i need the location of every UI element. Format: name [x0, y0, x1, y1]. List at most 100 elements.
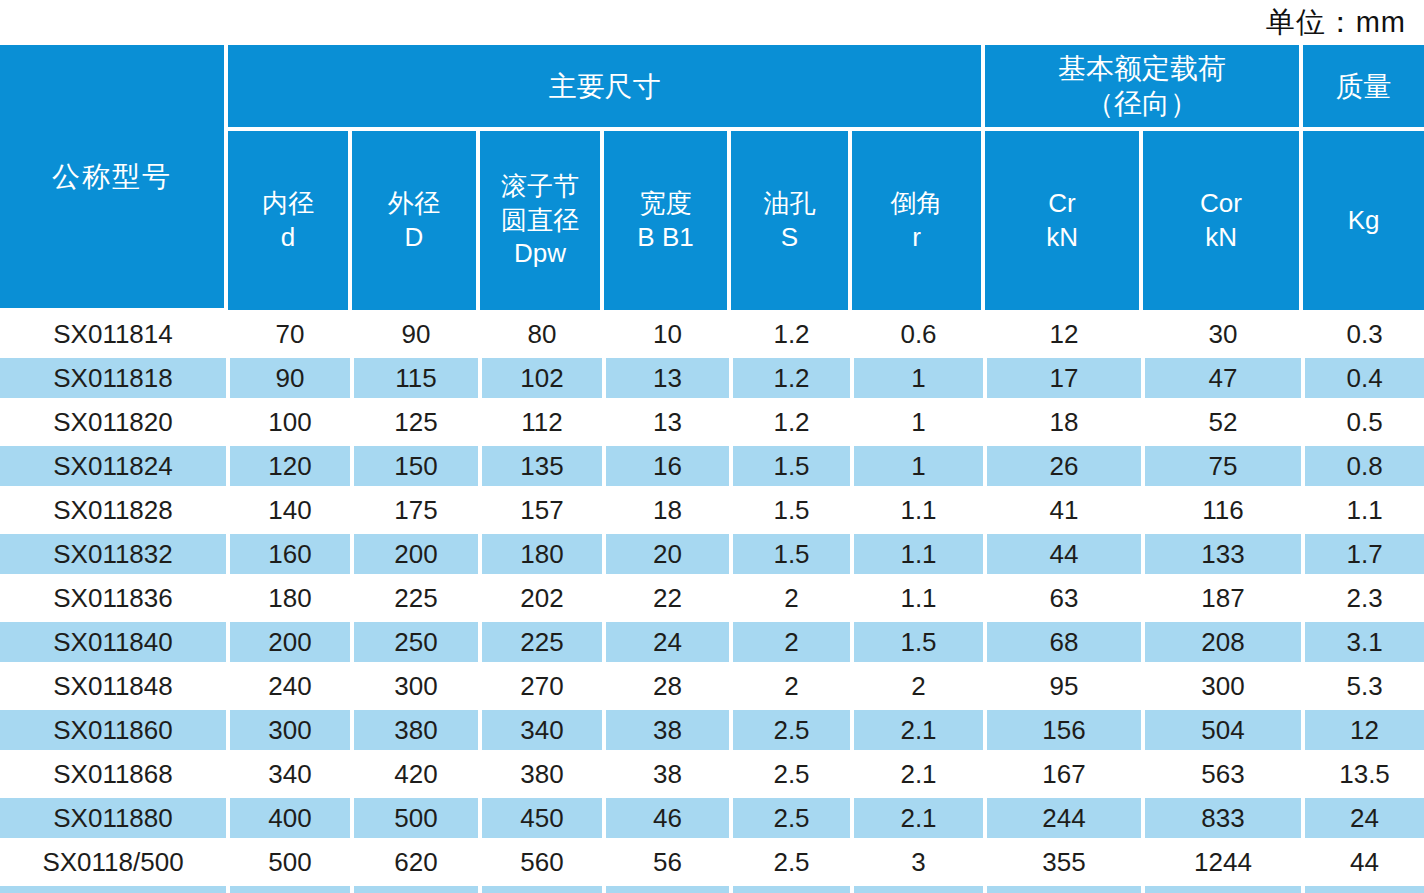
value-cell: 115 — [352, 356, 480, 400]
value-cell: 135 — [480, 444, 604, 488]
value-cell: 202 — [480, 576, 604, 620]
value-cell: 225 — [352, 576, 480, 620]
value-cell — [1303, 884, 1424, 893]
header-group-rated-load: 基本额定载荷 （径向） — [985, 45, 1303, 131]
value-cell — [985, 884, 1143, 893]
value-cell — [0, 884, 228, 893]
value-cell: 150 — [352, 444, 480, 488]
value-cell: 2.1 — [852, 796, 985, 840]
header-width: 宽度 B B1 — [604, 131, 731, 312]
value-cell: 156 — [985, 708, 1143, 752]
model-cell: SX011828 — [0, 488, 228, 532]
value-cell: 240 — [228, 664, 352, 708]
value-cell: 12 — [1303, 708, 1424, 752]
value-cell: 52 — [1143, 400, 1303, 444]
value-cell: 157 — [480, 488, 604, 532]
value-cell: 180 — [228, 576, 352, 620]
value-cell: 90 — [352, 312, 480, 356]
table-row: SX011860300380340382.52.115650412 — [0, 708, 1424, 752]
value-cell: 0.5 — [1303, 400, 1424, 444]
unit-label: 单位：mm — [1266, 3, 1406, 43]
header-group-mass: 质量 — [1303, 45, 1424, 131]
model-cell: SX011836 — [0, 576, 228, 620]
model-cell: SX011840 — [0, 620, 228, 664]
value-cell: 10 — [604, 312, 731, 356]
table-row: SX0118361802252022221.1631872.3 — [0, 576, 1424, 620]
header-model: 公称型号 — [0, 45, 228, 312]
header-group-main-dimensions: 主要尺寸 — [228, 45, 985, 131]
unit-bar: 单位：mm — [0, 0, 1424, 45]
value-cell: 18 — [604, 488, 731, 532]
table-row: SX011820100125112131.2118520.5 — [0, 400, 1424, 444]
value-cell: 95 — [985, 664, 1143, 708]
value-cell: 44 — [985, 532, 1143, 576]
value-cell: 41 — [985, 488, 1143, 532]
model-cell: SX011818 — [0, 356, 228, 400]
value-cell: 1.1 — [852, 488, 985, 532]
value-cell: 560 — [480, 840, 604, 884]
value-cell: 340 — [228, 752, 352, 796]
value-cell — [852, 884, 985, 893]
value-cell: 75 — [1143, 444, 1303, 488]
value-cell: 63 — [985, 576, 1143, 620]
table-row: SX0118482403002702822953005.3 — [0, 664, 1424, 708]
header-cr: Cr kN — [985, 131, 1143, 312]
model-cell: SX011848 — [0, 664, 228, 708]
model-cell: SX011880 — [0, 796, 228, 840]
header-cor: Cor kN — [1143, 131, 1303, 312]
value-cell: 13 — [604, 356, 731, 400]
header-kg: Kg — [1303, 131, 1424, 312]
value-cell: 24 — [1303, 796, 1424, 840]
table-row: SX0118/500500620560562.53355124444 — [0, 840, 1424, 884]
value-cell: 1.5 — [731, 488, 852, 532]
value-cell: 38 — [604, 752, 731, 796]
value-cell: 1.5 — [731, 444, 852, 488]
value-cell: 102 — [480, 356, 604, 400]
value-cell: 47 — [1143, 356, 1303, 400]
partial-row — [0, 884, 1424, 893]
value-cell: 300 — [1143, 664, 1303, 708]
value-cell: 250 — [352, 620, 480, 664]
value-cell: 355 — [985, 840, 1143, 884]
header-oil-hole: 油孔 S — [731, 131, 852, 312]
value-cell: 140 — [228, 488, 352, 532]
value-cell: 18 — [985, 400, 1143, 444]
value-cell: 420 — [352, 752, 480, 796]
header-outer-diameter: 外径 D — [352, 131, 480, 312]
value-cell — [228, 884, 352, 893]
value-cell: 2.3 — [1303, 576, 1424, 620]
value-cell: 187 — [1143, 576, 1303, 620]
value-cell: 167 — [985, 752, 1143, 796]
value-cell — [352, 884, 480, 893]
value-cell: 20 — [604, 532, 731, 576]
table-row: SX011828140175157181.51.1411161.1 — [0, 488, 1424, 532]
model-cell: SX011832 — [0, 532, 228, 576]
value-cell: 244 — [985, 796, 1143, 840]
value-cell: 125 — [352, 400, 480, 444]
value-cell: 208 — [1143, 620, 1303, 664]
value-cell: 2.5 — [731, 796, 852, 840]
table-body: SX011814709080101.20.612300.3SX011818901… — [0, 312, 1424, 893]
value-cell: 70 — [228, 312, 352, 356]
value-cell: 13 — [604, 400, 731, 444]
value-cell: 1.5 — [852, 620, 985, 664]
value-cell: 1244 — [1143, 840, 1303, 884]
model-cell: SX011820 — [0, 400, 228, 444]
value-cell: 1 — [852, 444, 985, 488]
value-cell: 3 — [852, 840, 985, 884]
model-cell: SX011860 — [0, 708, 228, 752]
value-cell: 0.6 — [852, 312, 985, 356]
value-cell: 90 — [228, 356, 352, 400]
value-cell: 0.4 — [1303, 356, 1424, 400]
table-row: SX011868340420380382.52.116756313.5 — [0, 752, 1424, 796]
value-cell: 1.2 — [731, 356, 852, 400]
value-cell: 22 — [604, 576, 731, 620]
value-cell: 500 — [228, 840, 352, 884]
value-cell: 3.1 — [1303, 620, 1424, 664]
value-cell: 28 — [604, 664, 731, 708]
value-cell: 100 — [228, 400, 352, 444]
table-row: SX01181890115102131.2117470.4 — [0, 356, 1424, 400]
value-cell: 112 — [480, 400, 604, 444]
value-cell: 17 — [985, 356, 1143, 400]
value-cell: 1.1 — [852, 576, 985, 620]
